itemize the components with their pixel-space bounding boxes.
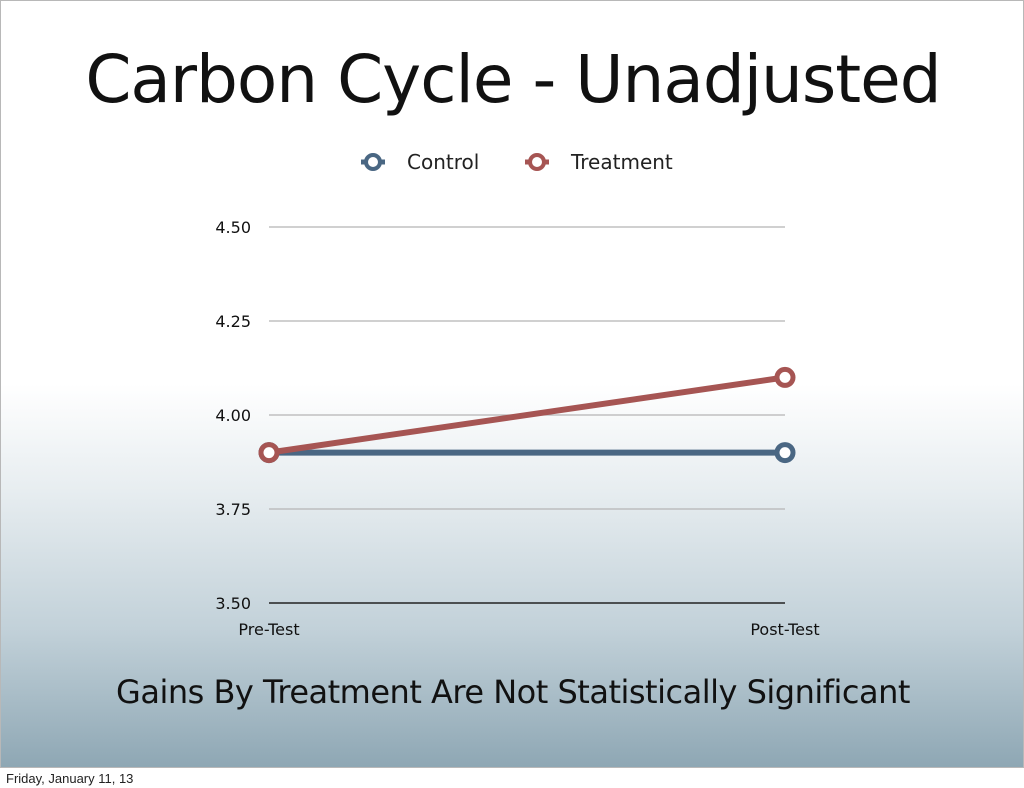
legend-item-control: Control xyxy=(361,150,479,174)
slide-subtitle: Gains By Treatment Are Not Statistically… xyxy=(116,673,910,711)
slide: Carbon Cycle - Unadjusted 3.50 3.75 4.00 4.… xyxy=(0,0,1024,768)
footer-date: Friday, January 11, 13 xyxy=(6,771,134,786)
data-point xyxy=(774,442,796,464)
y-tick-label: 3.50 xyxy=(215,594,251,613)
data-point xyxy=(258,442,280,464)
series-line xyxy=(266,374,788,456)
legend-label: Control xyxy=(407,150,479,174)
x-tick-label: Post-Test xyxy=(750,620,819,639)
series-lines xyxy=(258,366,796,464)
slide-title: Carbon Cycle - Unadjusted xyxy=(85,41,941,118)
series-treatment xyxy=(258,366,796,464)
y-axis-ticks: 3.50 3.75 4.00 4.25 4.50 xyxy=(215,218,251,613)
legend-label: Treatment xyxy=(570,150,673,174)
line-chart: 3.50 3.75 4.00 4.25 4.50 Pre-Test Post-Test C… xyxy=(215,150,819,639)
y-tick-label: 3.75 xyxy=(215,500,251,519)
y-tick-label: 4.00 xyxy=(215,406,251,425)
series-control xyxy=(258,442,796,464)
x-axis-ticks: Pre-Test Post-Test xyxy=(238,620,819,639)
legend-marker xyxy=(364,153,382,171)
data-point xyxy=(774,366,796,388)
legend-marker xyxy=(528,153,546,171)
y-tick-label: 4.50 xyxy=(215,218,251,237)
y-tick-label: 4.25 xyxy=(215,312,251,331)
legend-item-treatment: Treatment xyxy=(525,150,673,174)
legend: Control Treatment xyxy=(361,150,673,174)
x-tick-label: Pre-Test xyxy=(238,620,299,639)
